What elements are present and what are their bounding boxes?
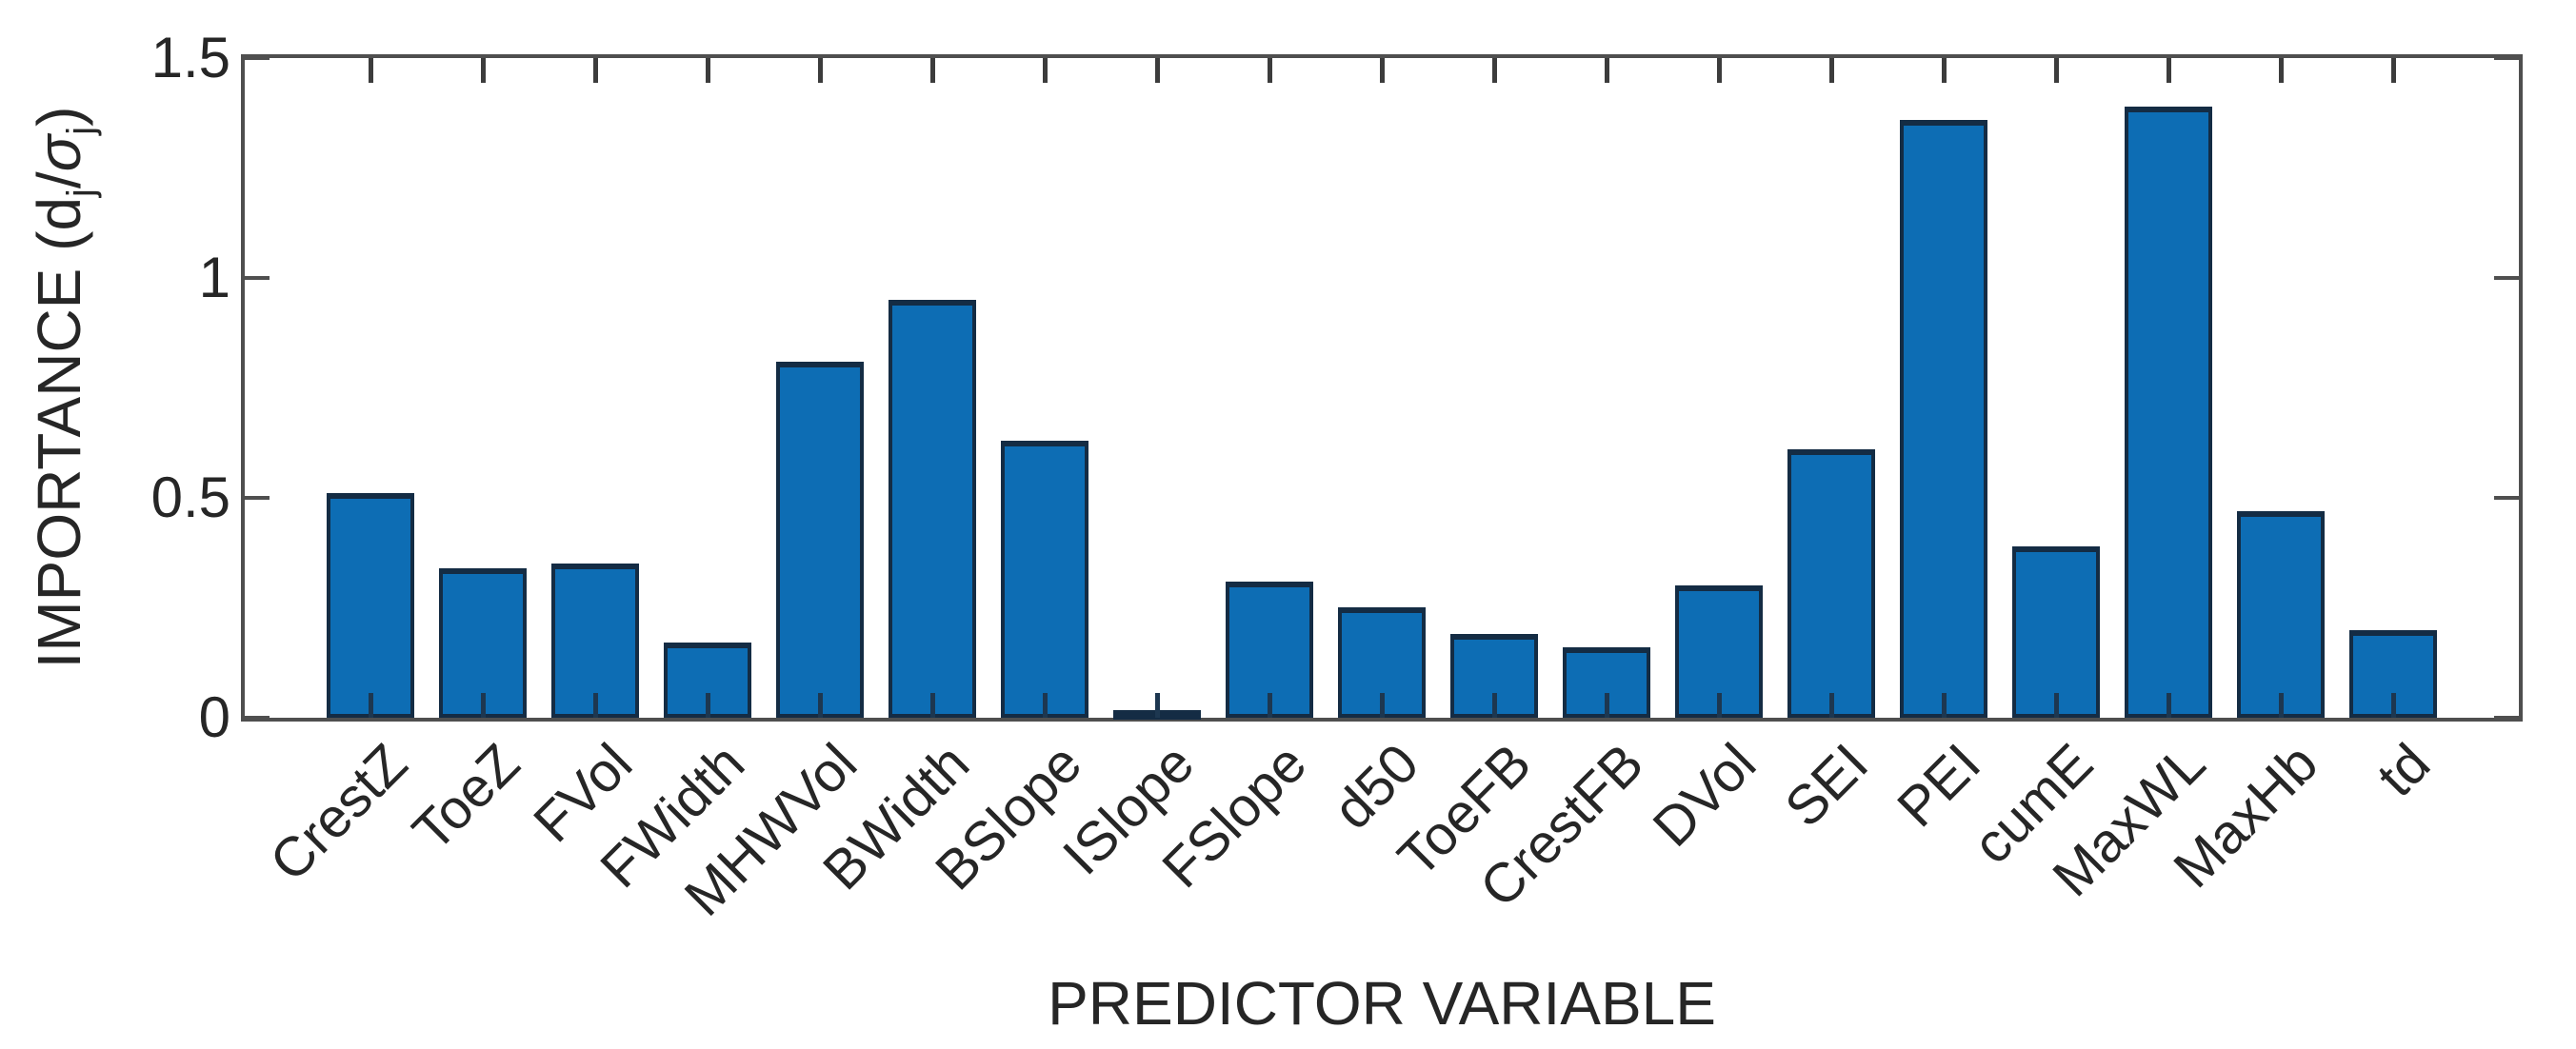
top-tick-mark xyxy=(1942,58,1947,83)
bar-PEI xyxy=(1900,120,1987,718)
top-tick-mark xyxy=(818,58,823,83)
bottom-tick-mark xyxy=(2391,693,2396,718)
bar-cumE xyxy=(2012,546,2100,718)
bottom-tick-mark xyxy=(1605,693,1609,718)
top-tick-mark xyxy=(2279,58,2284,83)
top-tick-mark xyxy=(1380,58,1385,83)
top-tick-mark xyxy=(930,58,935,83)
top-tick-mark xyxy=(1043,58,1048,83)
top-tick-mark xyxy=(593,58,598,83)
y-axis-label-close-paren: ) xyxy=(25,106,93,127)
y-tick-label: 0.5 xyxy=(150,465,230,529)
top-tick-mark xyxy=(1829,58,1834,83)
y-axis-label-subscript: j xyxy=(59,126,102,135)
bar-SEI xyxy=(1787,449,1875,718)
top-tick-mark xyxy=(1155,58,1160,83)
y-tick-label: 1.5 xyxy=(150,26,230,89)
bottom-tick-mark xyxy=(1268,693,1272,718)
y-tick-mark xyxy=(245,716,270,720)
bar-BSlope xyxy=(1001,441,1088,718)
bar-MaxHb xyxy=(2237,511,2325,718)
bottom-tick-mark xyxy=(1942,693,1947,718)
top-tick-mark xyxy=(1492,58,1497,83)
plot-area xyxy=(241,54,2523,722)
bottom-tick-mark xyxy=(818,693,823,718)
bar-MHWVol xyxy=(776,362,864,718)
bottom-tick-mark xyxy=(1492,693,1497,718)
bottom-tick-mark xyxy=(2054,693,2059,718)
bottom-tick-mark xyxy=(2167,693,2171,718)
sigma-symbol: σ xyxy=(25,134,93,172)
top-tick-mark xyxy=(2391,58,2396,83)
y-tick-mark-right xyxy=(2494,56,2519,60)
y-tick-mark xyxy=(245,276,270,280)
bottom-tick-mark xyxy=(1043,693,1048,718)
bar-CrestZ xyxy=(327,493,414,718)
y-axis-label: IMPORTANCE (dj/σj) xyxy=(25,107,102,669)
y-axis-label-subscript: j xyxy=(59,188,102,197)
y-axis-label-slash: / xyxy=(25,171,93,189)
bar-BWidth xyxy=(889,300,976,718)
top-tick-mark xyxy=(706,58,710,83)
y-tick-mark-right xyxy=(2494,496,2519,500)
bottom-tick-mark xyxy=(481,693,486,718)
top-tick-mark xyxy=(1605,58,1609,83)
bottom-tick-mark xyxy=(1717,693,1722,718)
bottom-tick-mark xyxy=(706,693,710,718)
x-axis-label: PREDICTOR VARIABLE xyxy=(1048,969,1716,1038)
top-tick-mark xyxy=(369,58,373,83)
top-tick-mark xyxy=(481,58,486,83)
bottom-tick-mark xyxy=(930,693,935,718)
y-tick-label: 0 xyxy=(198,685,230,749)
y-tick-mark-right xyxy=(2494,716,2519,720)
y-tick-mark xyxy=(245,496,270,500)
bottom-tick-mark xyxy=(593,693,598,718)
y-tick-mark xyxy=(245,56,270,60)
bottom-tick-mark xyxy=(1829,693,1834,718)
y-tick-mark-right xyxy=(2494,276,2519,280)
top-tick-mark xyxy=(1717,58,1722,83)
bottom-tick-mark xyxy=(369,693,373,718)
bar-MaxWL xyxy=(2125,107,2212,718)
bar-ToeZ xyxy=(439,568,527,718)
top-tick-mark xyxy=(2054,58,2059,83)
top-tick-mark xyxy=(2167,58,2171,83)
bottom-tick-mark xyxy=(1155,693,1160,718)
bottom-tick-mark xyxy=(1380,693,1385,718)
y-tick-label: 1 xyxy=(198,246,230,309)
top-tick-mark xyxy=(1268,58,1272,83)
bottom-tick-mark xyxy=(2279,693,2284,718)
